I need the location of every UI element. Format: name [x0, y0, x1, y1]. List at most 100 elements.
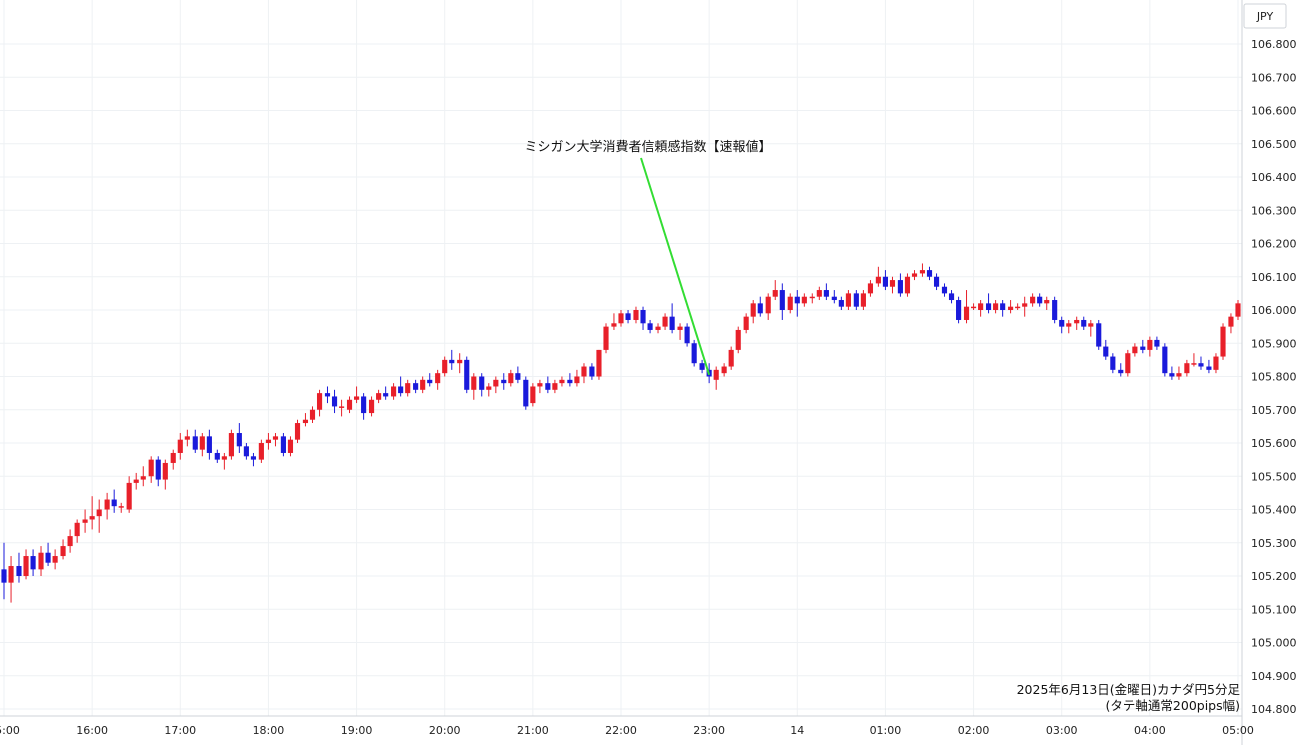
- candle-body: [911, 273, 918, 277]
- candle-body: [603, 326, 609, 350]
- candle: [508, 369, 514, 387]
- candle-body: [457, 359, 463, 364]
- candle-body: [618, 313, 624, 324]
- candle-body: [926, 270, 933, 277]
- candle-body: [1022, 303, 1028, 307]
- candle-body: [845, 293, 851, 307]
- candle-body: [471, 376, 477, 390]
- candle: [405, 379, 411, 397]
- candle-body: [1140, 346, 1146, 350]
- candle-body: [948, 293, 955, 301]
- candle: [493, 376, 499, 394]
- candle: [1235, 300, 1241, 320]
- candle: [581, 363, 587, 384]
- candle-body: [162, 462, 168, 480]
- candle-body: [743, 316, 749, 330]
- candle: [728, 346, 734, 370]
- candle: [971, 303, 977, 310]
- candle: [845, 290, 851, 310]
- candle: [265, 433, 271, 450]
- candle-body: [272, 436, 279, 440]
- candle-body: [221, 456, 227, 460]
- candle-body: [391, 386, 397, 397]
- candle-body: [493, 379, 499, 387]
- candle: [956, 296, 962, 324]
- candle: [662, 313, 668, 330]
- candle: [1154, 336, 1160, 350]
- candle: [523, 376, 529, 410]
- x-tick-label: 18:00: [253, 724, 285, 737]
- candle: [596, 349, 602, 380]
- candle: [735, 326, 741, 354]
- candle: [82, 509, 88, 533]
- candle-body: [633, 310, 639, 320]
- candle-body: [199, 436, 205, 450]
- candle: [530, 383, 536, 407]
- candle-body: [1008, 306, 1014, 310]
- candle-body: [713, 369, 719, 380]
- candle: [1220, 323, 1226, 360]
- candle-body: [699, 363, 705, 370]
- candle: [316, 389, 323, 417]
- candle: [376, 389, 382, 404]
- candle: [889, 276, 896, 294]
- x-tick-label: 21:00: [517, 724, 549, 737]
- candle-body: [985, 303, 992, 310]
- caption-line-1: 2025年6月13日(金曜日)カナダ円5分足: [1017, 682, 1241, 697]
- candle: [1015, 303, 1021, 310]
- candle-body: [611, 323, 617, 327]
- candle-body: [559, 379, 565, 384]
- candle: [993, 300, 999, 314]
- candle-body: [867, 283, 874, 294]
- candle-body: [1125, 353, 1131, 374]
- y-tick-label: 106.100: [1251, 271, 1297, 284]
- y-tick-label: 105.700: [1251, 404, 1297, 417]
- candle-body: [625, 313, 631, 320]
- y-tick-label: 105.000: [1251, 637, 1297, 650]
- candle-body: [750, 303, 756, 317]
- candle-body: [479, 376, 485, 390]
- candle: [162, 459, 168, 490]
- candle: [471, 373, 477, 400]
- candle: [1184, 359, 1190, 377]
- grid: [0, 0, 1242, 716]
- candle: [74, 519, 80, 543]
- candle-body: [853, 293, 859, 307]
- candle: [559, 376, 565, 387]
- candle-body: [214, 452, 220, 460]
- candle: [427, 373, 433, 387]
- candle-body: [376, 393, 382, 400]
- candle-body: [464, 359, 470, 390]
- candle: [192, 429, 198, 453]
- candle: [16, 552, 22, 583]
- candle: [669, 303, 675, 334]
- candle: [838, 296, 844, 310]
- candle-body: [192, 436, 198, 450]
- candle: [111, 489, 117, 513]
- candle-body: [331, 396, 338, 407]
- candle-body: [545, 383, 551, 390]
- y-tick-label: 105.300: [1251, 537, 1297, 550]
- candle: [1, 542, 7, 600]
- x-tick-label: 04:00: [1134, 724, 1166, 737]
- y-tick-label: 105.500: [1251, 470, 1297, 483]
- candle-body: [1015, 306, 1021, 309]
- candle: [919, 263, 926, 277]
- candle: [1022, 296, 1028, 317]
- candle-body: [30, 556, 36, 570]
- candle-body: [537, 383, 543, 387]
- candle-body: [427, 379, 433, 384]
- candle: [567, 373, 573, 387]
- candle-body: [1074, 319, 1080, 324]
- candle-body: [486, 386, 492, 390]
- y-tick-label: 105.100: [1251, 603, 1297, 616]
- candle: [148, 456, 154, 483]
- candle-body: [118, 506, 124, 508]
- candle: [8, 556, 14, 603]
- candle: [787, 293, 793, 314]
- x-tick-label: 23:00: [693, 724, 725, 737]
- candle-body: [1081, 319, 1087, 327]
- candle: [23, 549, 29, 580]
- candle: [486, 383, 492, 397]
- candle: [391, 383, 397, 400]
